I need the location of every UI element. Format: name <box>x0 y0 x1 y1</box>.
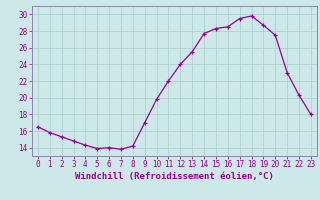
X-axis label: Windchill (Refroidissement éolien,°C): Windchill (Refroidissement éolien,°C) <box>75 172 274 181</box>
